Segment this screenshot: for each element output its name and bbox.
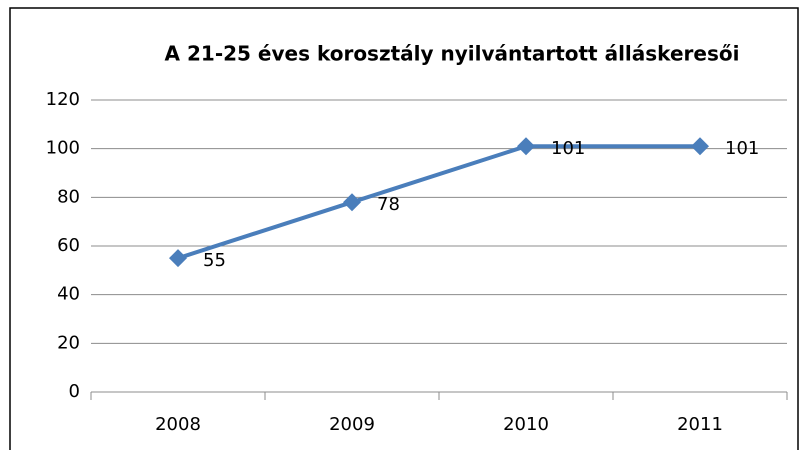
- y-tick-label: 100: [46, 138, 80, 159]
- marker: [169, 249, 187, 268]
- data-label: 78: [377, 194, 400, 215]
- x-tick-label: 2011: [677, 414, 723, 435]
- y-tick-label: 60: [57, 235, 80, 256]
- x-tick-label: 2010: [503, 414, 549, 435]
- data-label: 55: [203, 250, 226, 271]
- chart-title: A 21-25 éves korosztály nyilvántartott á…: [165, 42, 740, 66]
- series-line: [177, 144, 700, 261]
- marker: [691, 137, 709, 156]
- y-tick-label: 0: [69, 381, 80, 402]
- x-tick-label: 2008: [155, 414, 201, 435]
- marker: [517, 137, 535, 156]
- data-label: 101: [725, 138, 759, 159]
- y-tick-label: 120: [46, 89, 80, 110]
- x-tick-label: 2009: [329, 414, 375, 435]
- chart-frame: [9, 7, 799, 450]
- y-tick-label: 40: [57, 284, 80, 305]
- data-label: 101: [551, 138, 585, 159]
- y-tick-label: 20: [57, 332, 80, 353]
- marker: [343, 193, 361, 212]
- y-tick-label: 80: [57, 186, 80, 207]
